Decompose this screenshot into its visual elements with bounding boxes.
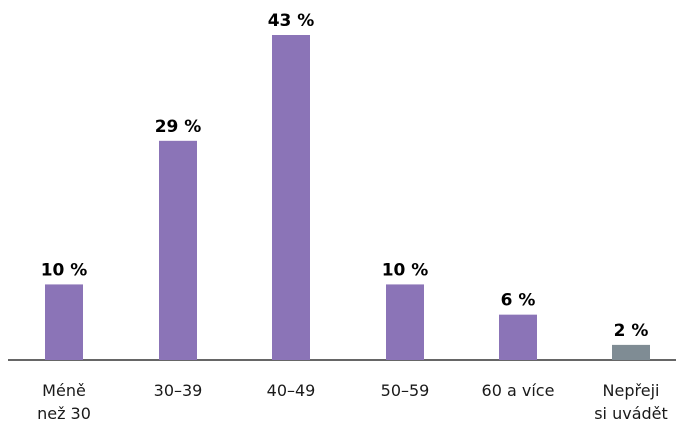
value-label-1: 10 %: [41, 260, 88, 280]
value-label-2: 29 %: [155, 117, 202, 137]
category-label-line: 30–39: [154, 381, 203, 400]
category-label-line: 40–49: [267, 381, 316, 400]
value-labels-group: 10 % 29 % 43 % 10 % 6 % 2 %: [41, 11, 649, 341]
category-label-line: Nepřeji: [603, 381, 660, 400]
category-label-line: 50–59: [381, 381, 430, 400]
category-label-4: 50–59: [381, 381, 430, 400]
category-label-line: Méně: [42, 381, 86, 400]
value-label-3: 43 %: [268, 11, 315, 31]
category-label-6: Nepřeji si uvádět: [594, 381, 668, 423]
category-labels-group: Méně než 30 30–39 40–49 50–59 60 a více Nepřej…: [37, 381, 668, 423]
bar-4: [386, 284, 424, 360]
bar-5: [499, 314, 537, 360]
value-label-6: 2 %: [614, 321, 649, 341]
value-label-4: 10 %: [382, 260, 429, 280]
category-label-line: si uvádět: [594, 404, 668, 423]
category-label-5: 60 a více: [482, 381, 555, 400]
category-label-1: Méně než 30: [37, 381, 91, 423]
bar-3: [272, 35, 310, 360]
category-label-2: 30–39: [154, 381, 203, 400]
value-label-5: 6 %: [501, 291, 536, 311]
bars-group: [45, 35, 650, 360]
category-label-line: než 30: [37, 404, 91, 423]
bar-2: [159, 140, 197, 360]
bar-6: [612, 344, 650, 360]
category-label-line: 60 a více: [482, 381, 555, 400]
bar-1: [45, 284, 83, 360]
category-label-3: 40–49: [267, 381, 316, 400]
